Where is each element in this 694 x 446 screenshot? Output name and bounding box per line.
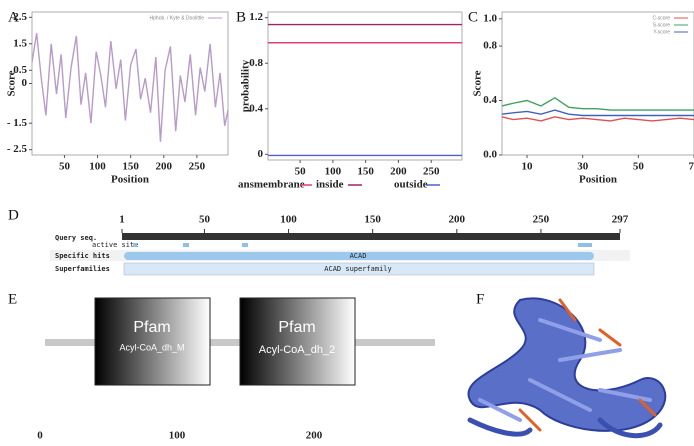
- scale-label: 200: [449, 214, 466, 226]
- scale-label: 50: [199, 214, 211, 226]
- x-tick-label: 150: [122, 161, 139, 173]
- hit-label: ACAD: [350, 252, 367, 260]
- panel-letter: C: [468, 9, 478, 25]
- domain-name: Acyl-CoA_dh_M: [119, 342, 184, 352]
- scale-label: 200: [306, 430, 323, 442]
- pfam-panel: Pfam Acyl-CoA_dh_M Pfam Acyl-CoA_dh_2: [45, 297, 435, 386]
- row-label: Specific hits: [55, 252, 110, 260]
- scale-label: 0: [37, 430, 43, 442]
- y-tick-label: 0.8: [483, 40, 497, 52]
- protein-structure: [467, 297, 667, 439]
- legend-label: ansmembrane: [238, 179, 305, 191]
- y-axis-title: Score: [6, 70, 18, 96]
- series-line: [31, 33, 229, 142]
- scale-label: 297: [612, 214, 629, 226]
- y-tick-label: 1.2: [249, 11, 263, 23]
- legend-label: outside: [394, 179, 428, 191]
- y-axis-title: Score: [472, 70, 484, 96]
- x-tick-label: 70: [689, 161, 694, 173]
- x-tick-label: 50: [295, 166, 307, 178]
- x-axis-title: Position: [579, 174, 617, 186]
- panel-letter: F: [476, 291, 484, 307]
- scale-label: 1: [119, 214, 125, 226]
- x-tick-label: 200: [156, 161, 173, 173]
- row-label: active site: [92, 241, 138, 249]
- x-tick-label: 250: [189, 161, 206, 173]
- series-line: [501, 116, 694, 122]
- panel-letter: D: [8, 207, 19, 223]
- superfamily: [123, 262, 595, 276]
- y-tick-label: 1.5: [13, 37, 27, 49]
- series-line: [501, 109, 694, 117]
- x-tick-label: 250: [423, 166, 440, 178]
- scale-label: 250: [533, 214, 550, 226]
- domain-name: Acyl-CoA_dh_2: [259, 344, 335, 356]
- legend-label: S-score: [653, 22, 670, 28]
- legend-label: C-score: [652, 15, 670, 21]
- legend-label: inside: [316, 179, 344, 191]
- row-label: Superfamilies: [55, 265, 110, 273]
- y-tick-label: 1.0: [483, 12, 497, 24]
- y-tick-label: 0: [258, 148, 264, 160]
- plot-frame: [267, 11, 463, 161]
- y-tick-label: 2.5: [13, 11, 27, 23]
- panel-letter: E: [8, 291, 17, 307]
- superfamily-label: ACAD superfamily: [324, 265, 391, 273]
- x-axis-title: Position: [111, 174, 149, 186]
- domain-box: [239, 297, 356, 386]
- legend-label: Y-score: [653, 29, 670, 35]
- row-label: Query seq.: [55, 234, 97, 242]
- y-tick-label: 0: [22, 77, 28, 89]
- cdd-panel: Query seq. active site Specific hits ACA…: [50, 233, 630, 276]
- y-tick-label: 0.4: [483, 94, 497, 106]
- x-tick-label: 50: [59, 161, 71, 173]
- x-tick-label: 30: [577, 161, 589, 173]
- domain-source: Pfam: [133, 319, 170, 336]
- specific-hit: [124, 252, 594, 260]
- y-tick-label: 0.5: [13, 64, 27, 76]
- scale-label: 100: [169, 430, 186, 442]
- x-tick-label: 50: [633, 161, 645, 173]
- series-line: [501, 96, 694, 111]
- x-tick-label: 200: [390, 166, 407, 178]
- plot-frame: [501, 11, 694, 156]
- scale-label: 100: [280, 214, 297, 226]
- scale-label: 150: [364, 214, 381, 226]
- y-tick-label: 0.4: [249, 102, 263, 114]
- query-bar: [122, 233, 620, 240]
- domain-source: Pfam: [278, 319, 315, 336]
- panel-letter: B: [236, 9, 246, 25]
- site-markers: [133, 243, 592, 247]
- y-tick-label: - 2.5: [7, 143, 28, 155]
- x-tick-label: 100: [325, 166, 342, 178]
- legend-label: Hphob. / Kyte & Doolittle: [150, 15, 205, 21]
- y-tick-label: - 1.5: [7, 117, 28, 129]
- y-tick-label: 0.0: [483, 149, 497, 161]
- x-tick-label: 100: [89, 161, 106, 173]
- x-tick-label: 150: [357, 166, 374, 178]
- y-axis-title: probability: [240, 59, 252, 112]
- domain-box: [94, 297, 211, 386]
- panel-letter: A: [8, 9, 19, 25]
- x-tick-label: 10: [522, 161, 534, 173]
- y-tick-label: 0.8: [249, 57, 263, 69]
